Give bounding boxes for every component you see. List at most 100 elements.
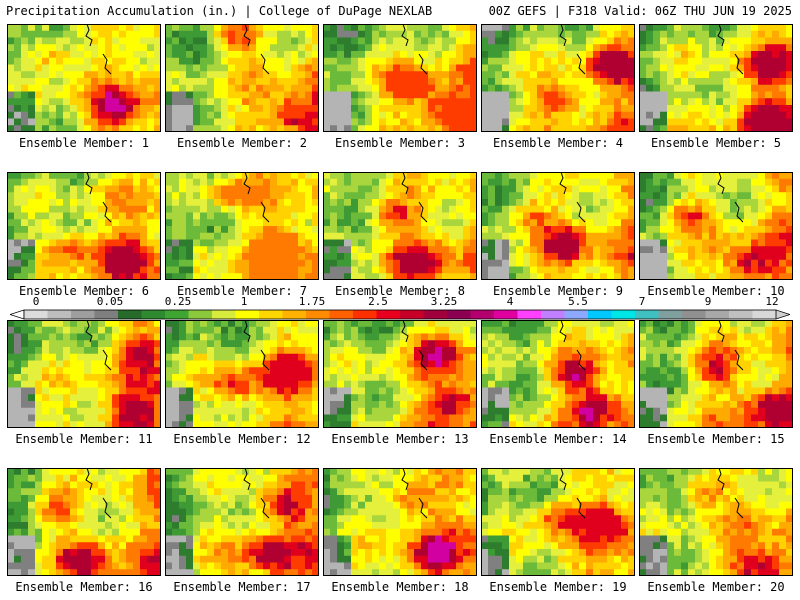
colorbar-tick-label: 9 [704, 295, 712, 308]
ensemble-member-label: Ensemble Member: 11 [15, 432, 153, 446]
ensemble-member-label: Ensemble Member: 15 [647, 432, 785, 446]
ensemble-panel: Ensemble Member: 6 [7, 172, 161, 300]
coastline-outline [243, 468, 270, 519]
precip-map-2 [165, 24, 319, 132]
coastline-outline [401, 24, 428, 75]
coastline-outline [717, 468, 744, 519]
ensemble-panel: Ensemble Member: 2 [165, 24, 319, 152]
ensemble-panel: Ensemble Member: 13 [323, 320, 477, 448]
ensemble-member-label: Ensemble Member: 10 [647, 284, 785, 298]
coastline-outline [85, 172, 112, 223]
colorbar-segment [259, 310, 283, 319]
ensemble-panel: Ensemble Member: 19 [481, 468, 635, 596]
ensemble-panel: Ensemble Member: 17 [165, 468, 319, 596]
colorbar-segment [306, 310, 330, 319]
colorbar-segment [165, 310, 189, 319]
colorbar-segment [353, 310, 377, 319]
colorbar-tick-label: 5.5 [568, 295, 588, 308]
ensemble-panel: Ensemble Member: 20 [639, 468, 793, 596]
ensemble-member-label: Ensemble Member: 13 [331, 432, 469, 446]
colorbar-segment [94, 310, 119, 319]
precip-map-9 [481, 172, 635, 280]
colorbar-segment [564, 310, 589, 319]
colorbar-segment [282, 310, 307, 319]
ensemble-panel: Ensemble Member: 10 [639, 172, 793, 300]
colorbar-segment [376, 310, 401, 319]
colorbar-right-arrow [775, 309, 790, 320]
colorbar-legend: 0 0.05 0.25 1 1.75 2.5 3.25 4 5.5 7 9 12 [10, 296, 790, 320]
colorbar-segment [235, 310, 260, 319]
ensemble-member-label: Ensemble Member: 1 [18, 136, 150, 150]
colorbar-tick-label: 4 [506, 295, 514, 308]
coastline-outline [85, 24, 112, 75]
ensemble-member-label: Ensemble Member: 20 [647, 580, 785, 594]
precip-map-10 [639, 172, 793, 280]
precip-map-12 [165, 320, 319, 428]
colorbar-segment [423, 310, 448, 319]
ensemble-member-label: Ensemble Member: 6 [18, 284, 150, 298]
coastline-outline [559, 320, 586, 371]
ensemble-panel: Ensemble Member: 14 [481, 320, 635, 448]
colorbar-segment [400, 310, 424, 319]
colorbar-segment [118, 310, 142, 319]
colorbar-tick-label: 12 [765, 295, 779, 308]
ensemble-panel: Ensemble Member: 18 [323, 468, 477, 596]
ensemble-member-label: Ensemble Member: 16 [15, 580, 153, 594]
ensemble-panel: Ensemble Member: 15 [639, 320, 793, 448]
precip-map-16 [7, 468, 161, 576]
colorbar-tick-label: 7 [638, 295, 646, 308]
colorbar-segment [517, 310, 542, 319]
coastline-outline [243, 24, 270, 75]
colorbar-tick-label: 0 [32, 295, 40, 308]
coastline-outline [717, 24, 744, 75]
coastline-outline [85, 468, 112, 519]
colorbar-segment [141, 310, 166, 319]
precip-map-19 [481, 468, 635, 576]
precip-map-17 [165, 468, 319, 576]
colorbar-tick-label: 3.25 [430, 295, 458, 308]
colorbar-segment [635, 310, 659, 319]
ensemble-panel: Ensemble Member: 7 [165, 172, 319, 300]
ensemble-member-label: Ensemble Member: 8 [334, 284, 466, 298]
colorbar-segment [71, 310, 95, 319]
precip-map-8 [323, 172, 477, 280]
colorbar-segment [47, 310, 72, 319]
ensemble-panel: Ensemble Member: 9 [481, 172, 635, 300]
colorbar-tick-label: 0.25 [164, 295, 192, 308]
colorbar-tick-label: 1 [240, 295, 248, 308]
coastline-outline [85, 320, 112, 371]
coastline-outline [559, 24, 586, 75]
ensemble-member-label: Ensemble Member: 3 [334, 136, 466, 150]
ensemble-panel: Ensemble Member: 11 [7, 320, 161, 448]
ensemble-member-label: Ensemble Member: 7 [176, 284, 308, 298]
coastline-outline [559, 172, 586, 223]
precip-map-20 [639, 468, 793, 576]
colorbar-segment [658, 310, 683, 319]
colorbar-segment [329, 310, 354, 319]
precip-map-5 [639, 24, 793, 132]
ensemble-member-label: Ensemble Member: 9 [492, 284, 624, 298]
colorbar-segment [188, 310, 213, 319]
coastline-outline [401, 468, 428, 519]
ensemble-member-label: Ensemble Member: 2 [176, 136, 308, 150]
coastline-outline [243, 320, 270, 371]
ensemble-panel: Ensemble Member: 16 [7, 468, 161, 596]
ensemble-panel: Ensemble Member: 8 [323, 172, 477, 300]
title-right: 00Z GEFS | F318 Valid: 06Z THU JUN 19 20… [488, 4, 792, 18]
colorbar-segment [588, 310, 612, 319]
colorbar-segment [729, 310, 753, 319]
colorbar-segment [494, 310, 518, 319]
colorbar-segment [447, 310, 471, 319]
title-left: Precipitation Accumulation (in.) | Colle… [6, 4, 433, 18]
precip-map-1 [7, 24, 161, 132]
colorbar-segment [470, 310, 495, 319]
ensemble-member-label: Ensemble Member: 19 [489, 580, 627, 594]
ensemble-panel: Ensemble Member: 3 [323, 24, 477, 152]
colorbar-segment [705, 310, 730, 319]
coastline-outline [717, 320, 744, 371]
coastline-outline [717, 172, 744, 223]
ensemble-member-label: Ensemble Member: 18 [331, 580, 469, 594]
colorbar-segment [752, 310, 777, 319]
colorbar-tick-label: 2.5 [368, 295, 388, 308]
precip-map-6 [7, 172, 161, 280]
